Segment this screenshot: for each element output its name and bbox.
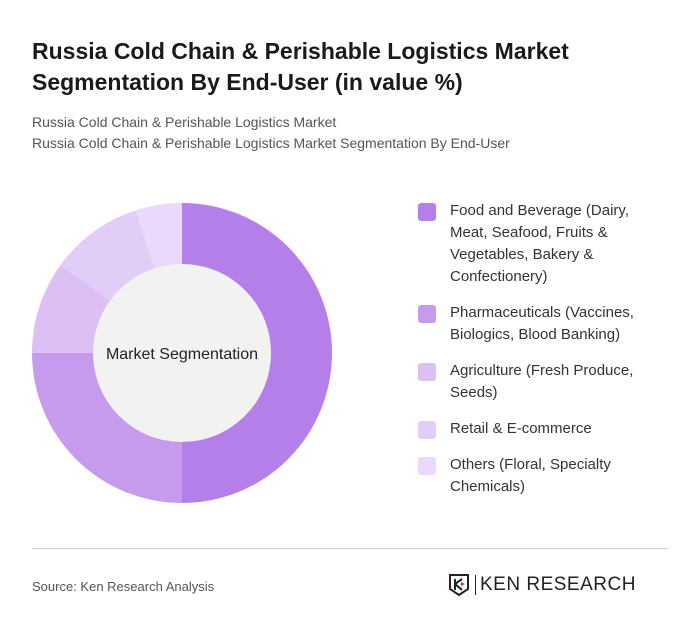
legend-item: Others (Floral, Specialty Chemicals)	[418, 454, 668, 498]
legend-item: Retail & E-commerce	[418, 418, 668, 440]
legend-swatch	[418, 363, 436, 381]
legend-label: Others (Floral, Specialty Chemicals)	[450, 456, 611, 495]
legend-label: Retail & E-commerce	[450, 420, 592, 437]
logo-icon	[449, 574, 469, 597]
legend-item: Agriculture (Fresh Produce, Seeds)	[418, 360, 668, 404]
legend-swatch	[418, 457, 436, 475]
legend-label: Pharmaceuticals (Vaccines, Biologics, Bl…	[450, 304, 634, 343]
donut-center	[93, 264, 271, 442]
legend-swatch	[418, 203, 436, 221]
legend: Food and Beverage (Dairy, Meat, Seafood,…	[418, 200, 668, 512]
legend-label: Food and Beverage (Dairy, Meat, Seafood,…	[450, 202, 629, 285]
chart-title: Russia Cold Chain & Perishable Logistics…	[32, 38, 569, 95]
legend-swatch	[418, 421, 436, 439]
legend-item: Pharmaceuticals (Vaccines, Biologics, Bl…	[418, 302, 668, 346]
divider	[32, 548, 668, 549]
legend-swatch	[418, 305, 436, 323]
logo-text: KEN RESEARCH	[480, 574, 636, 595]
subtitle-2: Russia Cold Chain & Perishable Logistics…	[32, 135, 510, 151]
subtitle-1: Russia Cold Chain & Perishable Logistics…	[32, 114, 337, 130]
legend-item: Food and Beverage (Dairy, Meat, Seafood,…	[418, 200, 668, 288]
ken-research-logo: KEN RESEARCH	[448, 573, 636, 597]
source-note: Source: Ken Research Analysis	[32, 579, 215, 594]
donut-chart: Market Segmentation	[32, 203, 332, 503]
center-label: Market Segmentation	[106, 346, 258, 363]
legend-label: Agriculture (Fresh Produce, Seeds)	[450, 362, 634, 401]
